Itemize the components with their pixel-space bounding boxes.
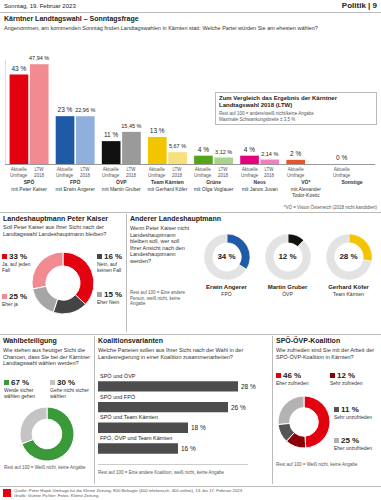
svg-text:Sonstige: Sonstige	[341, 179, 362, 185]
svg-text:SPÖ und FPÖ: SPÖ und FPÖ	[100, 394, 136, 400]
svg-text:15,45 %: 15,45 %	[121, 123, 141, 129]
svg-text:22,96 %: 22,96 %	[75, 107, 95, 113]
html-text:Koalitionsvarianten: Koalitionsvarianten	[98, 337, 163, 344]
svg-text:2,14 %: 2,14 %	[261, 151, 278, 157]
html-text:33 %: 33 %	[9, 252, 28, 261]
html-text:Wie stehen aus heutiger Sicht: Wie stehen aus heutiger Sicht die Chance…	[3, 347, 91, 366]
svg-text:4 %: 4 %	[244, 146, 255, 153]
html-text:Landeshauptmann Peter Kaiser: Landeshauptmann Peter Kaiser	[3, 215, 108, 222]
svg-text:AktuelleUmfrage: AktuelleUmfrage	[10, 167, 28, 178]
svg-text:AktuelleUmfrage: AktuelleUmfrage	[287, 167, 305, 178]
svg-text:AktuelleUmfrage: AktuelleUmfrage	[241, 167, 259, 178]
svg-text:LTW2018: LTW2018	[80, 167, 91, 178]
svg-text:18 %: 18 %	[191, 424, 206, 431]
html-text:Rest auf 100 = andere/weiß nic: Rest auf 100 = andere/weiß nicht/keine A…	[219, 111, 314, 116]
svg-text:28 %: 28 %	[241, 383, 256, 390]
html-text:Angenommen, am kommenden Sonnt: Angenommen, am kommenden Sonntag finden …	[4, 25, 318, 31]
svg-text:23 %: 23 %	[58, 106, 73, 113]
html-text:Gehe nicht sicher wählen: Gehe nicht sicher wählen	[50, 387, 89, 399]
html-text:Zum Vergleich das Ergebnis der: Zum Vergleich das Ergebnis der Kärntner …	[219, 95, 337, 108]
html-text:Anderer Landeshauptmann: Anderer Landeshauptmann	[130, 215, 221, 222]
html-text:Eher ja: Eher ja	[2, 301, 18, 307]
svg-text:FPÖ, ÖVP und Team Kärnten: FPÖ, ÖVP und Team Kärnten	[100, 435, 172, 441]
html-text:Eher zufrieden: Eher zufrieden	[276, 380, 309, 386]
svg-text:Neosmit Janos Juvan: Neosmit Janos Juvan	[242, 179, 278, 192]
svg-text:Grünemit Olga Voglauer: Grünemit Olga Voglauer	[194, 179, 234, 192]
html-text:Sehr zufrieden: Sehr zufrieden	[330, 380, 363, 386]
svg-text:SPÖ und Team Kärnten: SPÖ und Team Kärnten	[100, 414, 158, 420]
html-text:Kärntner Landtagswahl – Sonnta: Kärntner Landtagswahl – Sonntagsfrage	[4, 15, 139, 22]
svg-text:LTW2018: LTW2018	[172, 167, 183, 178]
svg-text:VÖ*mit AlexanderTodor-Kostic: VÖ*mit AlexanderTodor-Kostic	[291, 179, 322, 198]
html-text:Rest auf 100 = Weiß nicht, kei: Rest auf 100 = Weiß nicht, keine Angabe	[276, 462, 358, 467]
html-text:Nein, auf keinen Fall: Nein, auf keinen Fall	[97, 261, 122, 273]
html-text:Maximale Schwankungsbreite ± 3: Maximale Schwankungsbreite ± 3,5 %	[219, 116, 296, 122]
html-text:Gerhard Köfer: Gerhard Köfer	[328, 284, 369, 290]
html-text:SPÖ-ÖVP-Koalition: SPÖ-ÖVP-Koalition	[276, 337, 341, 344]
html-text:Wenn Peter Kaiser nicht Landes: Wenn Peter Kaiser nicht Landeshauptmann …	[130, 225, 190, 264]
html-text:Eher unzufrieden: Eher unzufrieden	[334, 445, 373, 451]
svg-text:LTW2018: LTW2018	[218, 167, 229, 178]
html-text:Wie zufrieden sind Sie mit der: Wie zufrieden sind Sie mit der Arbeit de…	[276, 347, 375, 360]
html-text:46 %: 46 %	[283, 371, 302, 380]
svg-text:AktuelleUmfrage: AktuelleUmfrage	[56, 167, 74, 178]
html-text:Werde sicher wählen gehen: Werde sicher wählen gehen	[4, 387, 36, 399]
svg-text:AktuelleUmfrage: AktuelleUmfrage	[194, 167, 212, 178]
html-text:Welche Parteien sollen aus Ihr: Welche Parteien sollen aus Ihrer Sicht n…	[98, 347, 244, 360]
svg-text:26 %: 26 %	[231, 404, 246, 411]
svg-text:3,12 %: 3,12 %	[215, 149, 232, 155]
html-text:12 %: 12 %	[278, 252, 297, 261]
html-text:Quelle: Peter Hajek Umfrage fü: Quelle: Peter Hajek Umfrage für die Klei…	[14, 488, 243, 493]
svg-text:LTW2018: LTW2018	[34, 167, 45, 178]
html-text:Soll Peter Kaiser aus Ihrer Si: Soll Peter Kaiser aus Ihrer Sicht nach d…	[3, 224, 107, 237]
html-text:Politik | 9: Politik | 9	[341, 1, 377, 10]
svg-text:SPÖ und ÖVP: SPÖ und ÖVP	[100, 373, 136, 379]
svg-text:16 %: 16 %	[181, 445, 196, 452]
html-text:30 %: 30 %	[57, 378, 76, 387]
svg-text:AktuelleUmfrage: AktuelleUmfrage	[102, 167, 120, 178]
html-text:Rest auf 100 = Eine andere Per: Rest auf 100 = Eine andere Person, weiß …	[130, 290, 185, 306]
svg-text:4 %: 4 %	[198, 146, 209, 153]
html-text:28 %: 28 %	[339, 252, 358, 261]
svg-text:11 %: 11 %	[104, 131, 119, 138]
html-text:Ja, auf jeden Fall: Ja, auf jeden Fall	[2, 261, 31, 273]
html-text:Rest auf 100 = Weiß nicht, kei: Rest auf 100 = Weiß nicht, keine Angabe	[4, 465, 86, 470]
svg-text:AktuelleUmfrage: AktuelleUmfrage	[333, 167, 351, 178]
svg-text:LTW2018: LTW2018	[126, 167, 137, 178]
html-text:34 %: 34 %	[217, 252, 236, 261]
svg-text:43 %: 43 %	[11, 65, 26, 72]
html-text:FPÖ: FPÖ	[221, 291, 232, 297]
html-text:15 %: 15 %	[104, 290, 123, 299]
html-text:Sehr unzufrieden: Sehr unzufrieden	[334, 414, 373, 420]
svg-text:FPÖmit Erwin Angerer: FPÖmit Erwin Angerer	[55, 179, 95, 192]
svg-text:2 %: 2 %	[290, 150, 301, 157]
svg-text:0 %: 0 %	[336, 154, 347, 161]
html-text:Team Kärnten: Team Kärnten	[332, 291, 365, 297]
svg-text:AktuelleUmfrage: AktuelleUmfrage	[148, 167, 166, 178]
html-text:Martin Gruber: Martin Gruber	[267, 284, 308, 290]
svg-text:Team Kärntenmit Gerhard Köfer: Team Kärntenmit Gerhard Köfer	[148, 179, 188, 192]
html-text:25 %: 25 %	[9, 292, 28, 301]
svg-text:47,94 %: 47,94 %	[29, 55, 49, 61]
html-text:12 %: 12 %	[337, 371, 356, 380]
html-text:67 %: 67 %	[11, 378, 30, 387]
html-text:Rest auf 100 = Eine andere Koa: Rest auf 100 = Eine andere Koalition, we…	[98, 470, 224, 475]
svg-text:ÖVPmit Martin Gruber: ÖVPmit Martin Gruber	[102, 179, 141, 192]
svg-text:SPÖmit Peter Kaiser: SPÖmit Peter Kaiser	[11, 179, 47, 192]
svg-text:LTW2018: LTW2018	[264, 167, 275, 178]
html-text:25 %: 25 %	[341, 436, 360, 445]
html-text:11 %: 11 %	[341, 405, 359, 414]
html-text:Eher Nein: Eher Nein	[97, 299, 120, 305]
html-text:Sonntag, 19. Februar 2023: Sonntag, 19. Februar 2023	[4, 3, 76, 9]
html-text:ÖVP: ÖVP	[282, 291, 293, 297]
svg-text:13 %: 13 %	[150, 127, 165, 134]
html-text:Erwin Angerer: Erwin Angerer	[206, 284, 247, 290]
html-text:*VÖ = Vision Österreich (2018: *VÖ = Vision Österreich (2018 nicht kand…	[283, 205, 377, 210]
html-text:16 %: 16 %	[104, 252, 123, 261]
html-text:Wahlbeteiligung: Wahlbeteiligung	[3, 337, 57, 344]
svg-text:5,67 %: 5,67 %	[169, 143, 186, 149]
html-text:Grafik: Günter Pichler; Fotos:: Grafik: Günter Pichler; Fotos: Kleine Ze…	[14, 493, 99, 498]
